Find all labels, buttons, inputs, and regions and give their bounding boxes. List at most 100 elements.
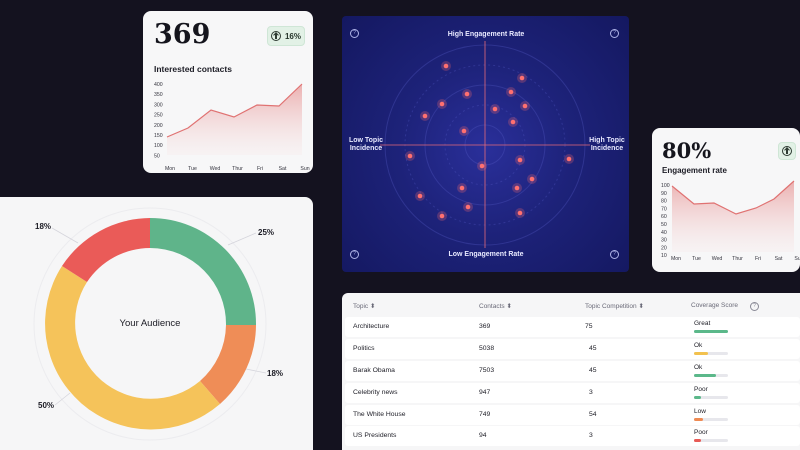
topic-dot[interactable] (522, 103, 528, 109)
col-header-topic[interactable]: Topic ⬍ (353, 303, 376, 310)
coverage-bar-fill (694, 352, 708, 355)
col-header-coverage[interactable]: Coverage Score (691, 302, 738, 309)
audience-donut-card: Your Audience 25% 18% 50% 18% (0, 197, 313, 450)
topic-dot[interactable] (517, 210, 523, 216)
topic-dot[interactable] (461, 128, 467, 134)
high-incidence-label: High Topic Incidence (585, 137, 629, 153)
topic-cell: Barak Obama (353, 367, 395, 374)
competition-cell: 45 (589, 367, 597, 374)
table-row[interactable]: Barak Obama 7503 45 Ok (345, 361, 800, 381)
topic-dot[interactable] (417, 193, 423, 199)
coverage-bar (694, 439, 728, 442)
coverage-bar (694, 330, 728, 333)
contacts-cell: 94 (479, 432, 487, 439)
topic-dot[interactable] (422, 113, 428, 119)
donut-segment-yellow (45, 266, 220, 430)
coverage-bar-fill (694, 374, 717, 377)
y-tick-label: 400 (154, 82, 163, 88)
contacts-cell: 5038 (479, 345, 495, 352)
coverage-bar-fill (694, 418, 703, 421)
help-icon[interactable]: ? (350, 29, 359, 38)
x-tick-label: Sat (279, 166, 287, 172)
high-incidence-line1: High Topic (589, 137, 625, 144)
table-row[interactable]: Politics 5038 45 Ok (345, 339, 800, 359)
audience-title: Your Audience (119, 318, 181, 329)
coverage-bar-fill (694, 439, 701, 442)
table-row[interactable]: The White House 749 54 Low (345, 405, 800, 425)
y-tick-label: 10 (661, 253, 667, 259)
contacts-cell: 369 (479, 323, 491, 330)
x-tick-label: Sat (775, 256, 783, 262)
y-tick-label: 300 (154, 102, 163, 108)
y-tick-label: 80 (661, 199, 667, 205)
x-tick-label: Tue (188, 166, 197, 172)
coverage-label: Poor (694, 386, 708, 393)
contacts-cell: 7503 (479, 367, 495, 374)
y-tick-label: 50 (154, 153, 160, 159)
topic-dot[interactable] (510, 119, 516, 125)
x-tick-label: Thur (732, 256, 743, 262)
coverage-label: Poor (694, 429, 708, 436)
topic-dot[interactable] (465, 204, 471, 210)
low-incidence-line1: Low Topic (348, 137, 384, 144)
competition-cell: 54 (589, 411, 597, 418)
y-tick-label: 90 (661, 191, 667, 197)
topic-dot[interactable] (459, 185, 465, 191)
engagement-badge (778, 142, 796, 160)
topic-cell: Architecture (353, 323, 390, 330)
col-header-contacts[interactable]: Contacts ⬍ (479, 303, 512, 310)
topic-dot[interactable] (443, 63, 449, 69)
competition-cell: 75 (585, 323, 593, 330)
high-incidence-line2: Incidence (590, 145, 624, 152)
topics-table: Topic ⬍ Contacts ⬍ Topic Competition ⬍ C… (342, 293, 800, 450)
help-icon[interactable]: ? (350, 250, 359, 259)
topic-dot[interactable] (464, 91, 470, 97)
donut-segment-green (150, 218, 257, 325)
topic-dot[interactable] (479, 163, 485, 169)
low-incidence-line2: Incidence (349, 145, 383, 152)
engagement-line (671, 180, 795, 215)
y-tick-label: 200 (154, 123, 163, 129)
coverage-bar-fill (694, 396, 701, 399)
help-icon[interactable]: ? (610, 250, 619, 259)
x-tick-label: Sun (300, 166, 309, 172)
competition-cell: 3 (589, 389, 593, 396)
x-tick-label: Mon (671, 256, 681, 262)
x-tick-label: Tue (692, 256, 701, 262)
topic-dot[interactable] (407, 153, 413, 159)
topic-dot[interactable] (492, 106, 498, 112)
engagement-value: 80% (662, 138, 712, 163)
table-row[interactable]: US Presidents 94 3 Poor (345, 426, 800, 446)
topic-dot[interactable] (439, 101, 445, 107)
contacts-label: Interested contacts (154, 64, 232, 74)
y-tick-label: 50 (661, 222, 667, 228)
contacts-value: 369 (154, 19, 211, 50)
topic-dot[interactable] (508, 89, 514, 95)
topic-dot[interactable] (517, 157, 523, 163)
table-row[interactable]: Celebrity news 947 3 Poor (345, 383, 800, 403)
coverage-bar (694, 418, 728, 421)
low-incidence-label: Low Topic Incidence (344, 137, 388, 153)
donut-segment-orange (200, 325, 256, 404)
topic-dot[interactable] (529, 176, 535, 182)
y-tick-label: 20 (661, 245, 667, 251)
audience-donut-chart (33, 207, 267, 441)
topic-dot[interactable] (514, 185, 520, 191)
topic-dot[interactable] (566, 156, 572, 162)
coverage-bar-fill (694, 330, 728, 333)
coverage-label: Ok (694, 364, 703, 371)
topic-cell: US Presidents (353, 432, 397, 439)
col-header-competition[interactable]: Topic Competition ⬍ (585, 303, 644, 310)
pct-orange-label: 18% (267, 369, 284, 378)
competition-cell: 45 (589, 345, 597, 352)
contacts-cell: 749 (479, 411, 491, 418)
topic-cell: The White House (353, 411, 406, 418)
table-row[interactable]: Architecture 369 75 Great (345, 317, 800, 337)
topic-dot[interactable] (519, 75, 525, 81)
help-icon[interactable]: ? (750, 302, 759, 311)
help-icon[interactable]: ? (610, 29, 619, 38)
topic-cell: Celebrity news (353, 389, 398, 396)
topic-dot[interactable] (439, 213, 445, 219)
y-tick-label: 100 (661, 183, 670, 189)
donut-segment-red (62, 218, 150, 282)
